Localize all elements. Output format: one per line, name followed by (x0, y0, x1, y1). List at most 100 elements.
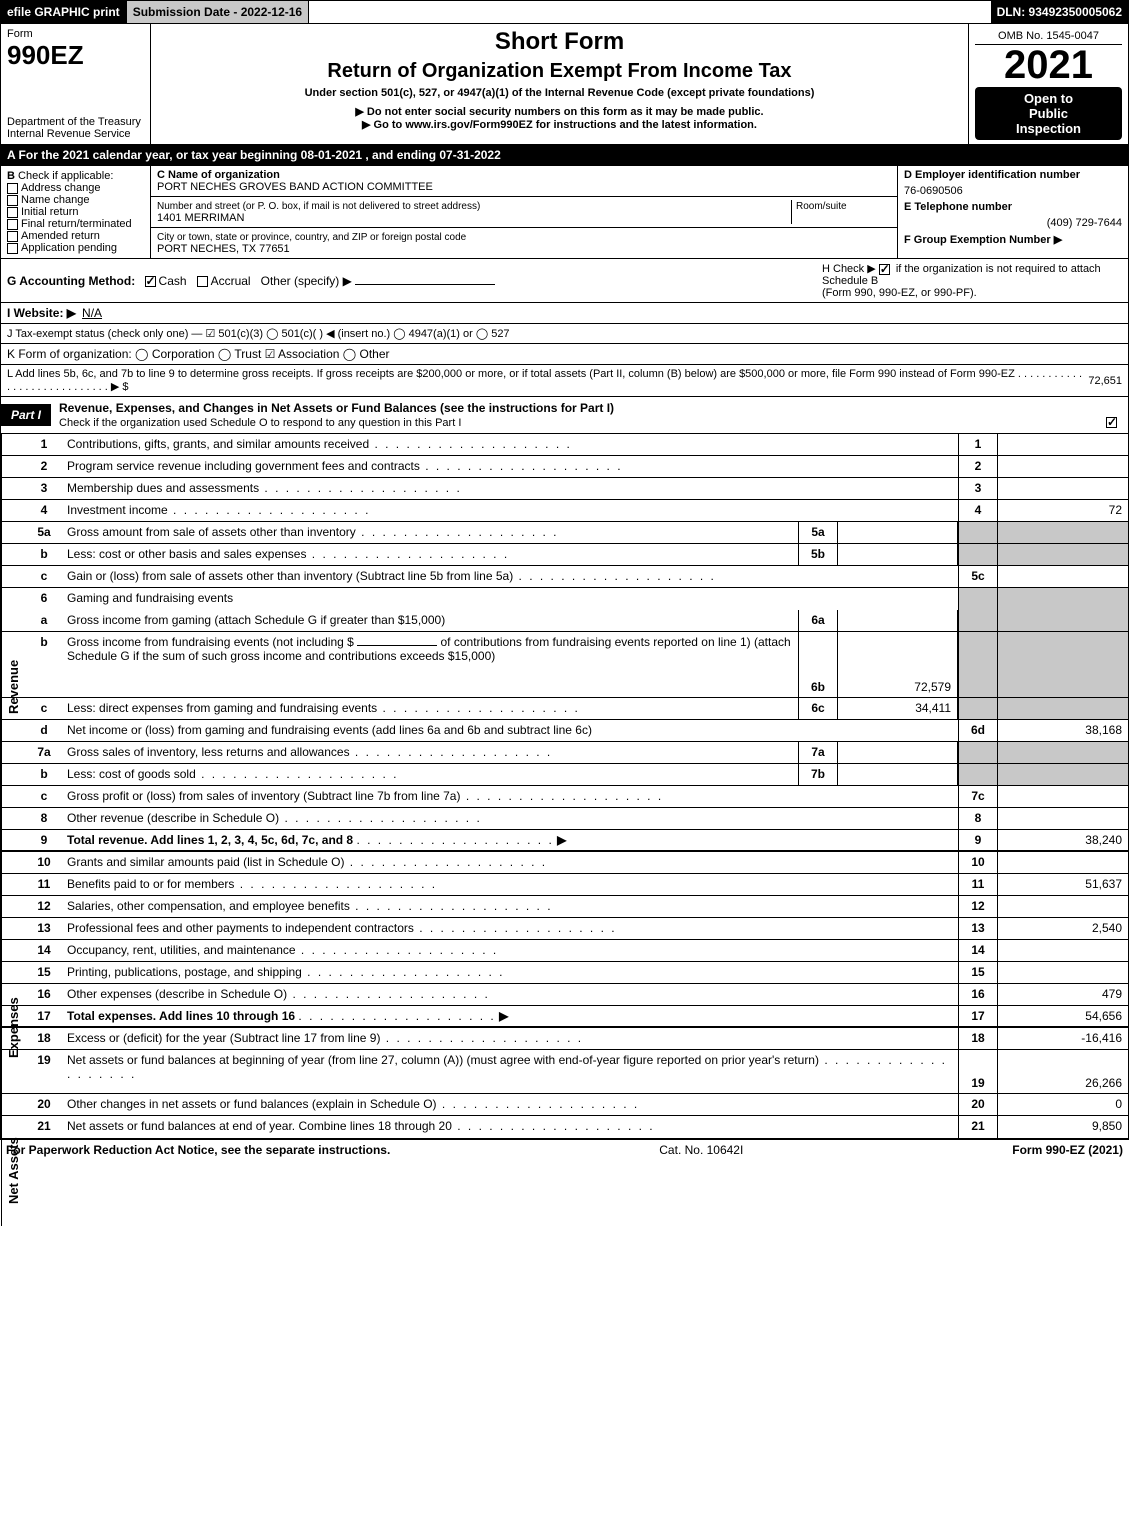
opt-address-change: Address change (21, 182, 101, 194)
line-17: 17 Total expenses. Add lines 10 through … (1, 1006, 1128, 1028)
l-text: L Add lines 5b, 6c, and 7b to line 9 to … (7, 368, 1085, 393)
line-7c-num: c (25, 786, 63, 807)
line-8-rn: 8 (958, 808, 998, 829)
checkbox-application-pending[interactable] (7, 243, 18, 254)
line-10-rn: 10 (958, 852, 998, 873)
line-16-desc: Other expenses (describe in Schedule O) (63, 984, 958, 1005)
line-6c: c Less: direct expenses from gaming and … (1, 698, 1128, 720)
checkbox-address-change[interactable] (7, 183, 18, 194)
checkbox-h[interactable] (879, 264, 890, 275)
line-5c: c Gain or (loss) from sale of assets oth… (1, 566, 1128, 588)
line-21-val: 9,850 (998, 1116, 1128, 1138)
part-1-grid: Revenue Expenses Net Assets 1 Contributi… (0, 434, 1129, 1139)
g-other-blank[interactable] (355, 284, 495, 285)
column-c: C Name of organization PORT NECHES GROVE… (151, 166, 898, 258)
line-7b-rv-shaded (998, 764, 1128, 785)
line-8: 8 Other revenue (describe in Schedule O)… (1, 808, 1128, 830)
line-7a-mv (838, 742, 958, 763)
g-other: Other (specify) ▶ (261, 274, 352, 288)
open-line2: Public (979, 106, 1118, 121)
line-19-rn: 19 (958, 1050, 998, 1093)
line-13-num: 13 (25, 918, 63, 939)
line-6: 6 Gaming and fundraising events (1, 588, 1128, 610)
line-6d-val: 38,168 (998, 720, 1128, 741)
line-6d: d Net income or (loss) from gaming and f… (1, 720, 1128, 742)
line-15-val (998, 962, 1128, 983)
website-value: N/A (82, 306, 102, 320)
checkbox-amended-return[interactable] (7, 231, 18, 242)
line-6a-mv (838, 610, 958, 631)
line-6a-mn: 6a (798, 610, 838, 631)
line-6b-blank[interactable] (357, 645, 437, 646)
line-2-desc: Program service revenue including govern… (63, 456, 958, 477)
line-6-desc: Gaming and fundraising events (63, 588, 958, 610)
line-6b-mv: 72,579 (838, 632, 958, 697)
line-7b-rn-shaded (958, 764, 998, 785)
checkbox-initial-return[interactable] (7, 207, 18, 218)
column-b: B Check if applicable: Address change Na… (1, 166, 151, 258)
line-14-val (998, 940, 1128, 961)
line-4-rn: 4 (958, 500, 998, 521)
line-1-rn: 1 (958, 434, 998, 455)
line-3-val (998, 478, 1128, 499)
line-18-val: -16,416 (998, 1028, 1128, 1049)
arrow-icon: ▶ (557, 833, 566, 847)
line-6-rv-shaded (998, 588, 1128, 610)
expenses-vertical-label: Expenses (1, 940, 25, 1116)
short-form-title: Short Form (157, 28, 962, 56)
checkbox-part1-scho[interactable] (1106, 417, 1117, 428)
g-label: G Accounting Method: (7, 274, 135, 288)
checkbox-final-return[interactable] (7, 219, 18, 230)
l-amount: 72,651 (1088, 375, 1122, 387)
line-2-val (998, 456, 1128, 477)
h-text1: H Check ▶ (822, 263, 876, 275)
line-11-rn: 11 (958, 874, 998, 895)
line-6-num: 6 (25, 588, 63, 610)
line-9-num: 9 (25, 830, 63, 850)
c-street-label: Number and street (or P. O. box, if mail… (157, 201, 480, 212)
opt-amended-return: Amended return (21, 230, 100, 242)
checkbox-accrual[interactable] (197, 276, 208, 287)
line-6c-mv: 34,411 (838, 698, 958, 719)
line-15-num: 15 (25, 962, 63, 983)
line-5a-rv-shaded (998, 522, 1128, 543)
row-k: K Form of organization: ◯ Corporation ◯ … (0, 344, 1129, 365)
c-room-label: Room/suite (796, 201, 847, 212)
line-3-rn: 3 (958, 478, 998, 499)
checkbox-cash[interactable] (145, 276, 156, 287)
line-15-rn: 15 (958, 962, 998, 983)
opt-initial-return: Initial return (21, 206, 78, 218)
line-6c-desc: Less: direct expenses from gaming and fu… (63, 698, 798, 719)
efile-print[interactable]: efile GRAPHIC print (1, 1, 127, 23)
line-19-val: 26,266 (998, 1050, 1128, 1093)
line-6a-rv-shaded (998, 610, 1128, 631)
line-6b-rv-shaded (998, 632, 1128, 697)
dln: DLN: 93492350005062 (991, 1, 1128, 23)
line-11-desc: Benefits paid to or for members (63, 874, 958, 895)
line-18-rn: 18 (958, 1028, 998, 1049)
line-4-desc: Investment income (63, 500, 958, 521)
e-tel-label: E Telephone number (904, 201, 1012, 213)
form-number: 990EZ (7, 40, 84, 70)
line-16-num: 16 (25, 984, 63, 1005)
line-7a-rv-shaded (998, 742, 1128, 763)
submission-date: Submission Date - 2022-12-16 (127, 1, 309, 23)
line-20: 20 Other changes in net assets or fund b… (1, 1094, 1128, 1116)
line-17-desc: Total expenses. Add lines 10 through 16 … (63, 1006, 958, 1026)
b-check-label: Check if applicable: (18, 170, 113, 182)
line-17-num: 17 (25, 1006, 63, 1026)
checkbox-name-change[interactable] (7, 195, 18, 206)
line-14-desc: Occupancy, rent, utilities, and maintena… (63, 940, 958, 961)
form-word: Form (7, 28, 33, 40)
line-12-desc: Salaries, other compensation, and employ… (63, 896, 958, 917)
open-line1: Open to (979, 91, 1118, 106)
line-5a-mv (838, 522, 958, 543)
line-12: 12 Salaries, other compensation, and emp… (1, 896, 1128, 918)
line-7b-desc: Less: cost of goods sold (63, 764, 798, 785)
line-9-desc: Total revenue. Add lines 1, 2, 3, 4, 5c,… (63, 830, 958, 850)
line-5a-num: 5a (25, 522, 63, 543)
open-line3: Inspection (979, 121, 1118, 136)
line-8-num: 8 (25, 808, 63, 829)
line-18-desc: Excess or (deficit) for the year (Subtra… (63, 1028, 958, 1049)
topbar-spacer (309, 1, 990, 23)
